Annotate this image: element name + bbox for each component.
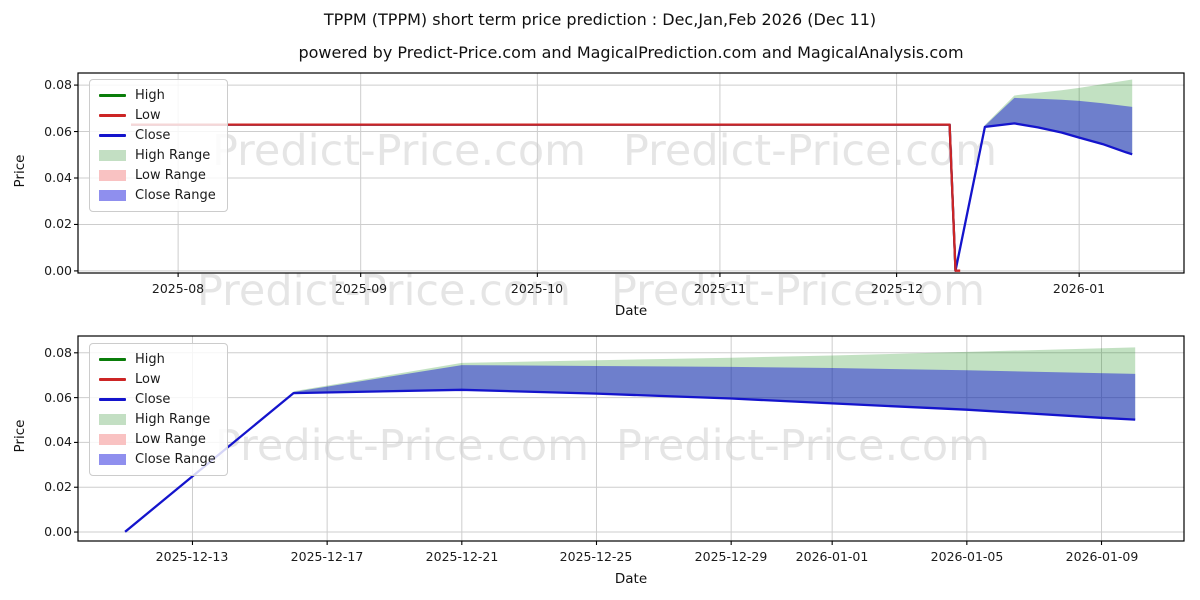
watermark-text: Predict-Price.com — [214, 421, 590, 471]
plot-border — [77, 72, 1185, 274]
close-range-band — [293, 365, 1136, 420]
page-title: TPPM (TPPM) short term price prediction … — [323, 10, 877, 29]
high-range-band — [293, 347, 1136, 420]
high-range-band — [984, 79, 1133, 155]
chart-subtitle: powered by Predict-Price.com and Magical… — [298, 43, 964, 62]
close-range-band — [984, 97, 1133, 155]
watermark-text: Predict-Price.com — [622, 126, 998, 176]
close-line — [124, 388, 1136, 533]
watermark-text: Predict-Price.com — [615, 421, 991, 471]
watermark-text: Predict-Price.com — [211, 126, 587, 176]
watermark-text: Predict-Price.com — [196, 266, 572, 316]
watermark-text: Predict-Price.com — [610, 266, 986, 316]
plot-border — [77, 335, 1185, 542]
low-line — [131, 123, 961, 272]
